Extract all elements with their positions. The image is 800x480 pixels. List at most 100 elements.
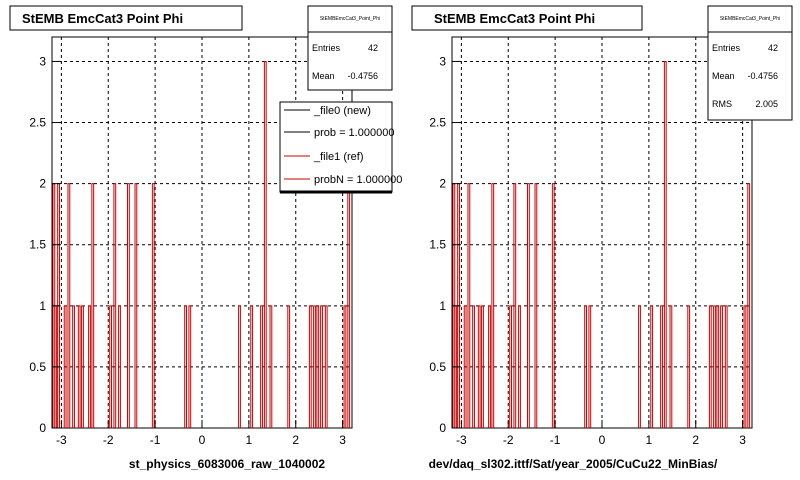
left-bin-24	[308, 305, 312, 428]
right-bin-8	[488, 305, 491, 428]
right-bin-21	[663, 60, 667, 428]
left-bin-4	[67, 183, 71, 428]
right-ytick-label-4: 2	[439, 177, 446, 191]
right-stats-name: StEMBEmcCat3_Point_Phi	[720, 16, 780, 22]
right-ytick-label-1: 0.5	[429, 360, 446, 374]
left-x-axis-label: st_physics_6083006_raw_1040002	[129, 457, 325, 471]
left-stats-box: StEMBEmcCat3_Point_Phi Entries 42 Mean -…	[307, 5, 393, 91]
left-bin-29	[343, 305, 347, 428]
left-bin-23	[287, 305, 291, 428]
right-bin-23	[687, 305, 691, 428]
left-title: StEMB EmcCat3 Point Phi	[22, 11, 183, 26]
right-bin-18	[638, 305, 641, 428]
left-grid	[52, 37, 352, 429]
right-stats-rms-label: RMS	[712, 99, 732, 109]
legend-prob: prob = 1.000000	[314, 127, 394, 139]
left-stats-entries: 42	[368, 43, 378, 53]
right-bin-17	[588, 305, 592, 428]
left-xtick-label-6: 3	[339, 433, 346, 447]
right-bin-3	[463, 305, 467, 428]
right-ytick-label-3: 1.5	[429, 238, 446, 252]
left-bin-5	[72, 305, 75, 428]
right-bin-25	[713, 305, 716, 428]
left-xtick-label-1: -2	[103, 433, 114, 447]
left-ytick-label-3: 1.5	[29, 238, 46, 252]
right-bin-7	[481, 305, 484, 428]
right-stats-box: StEMBEmcCat3_Point_Phi Entries 42 Mean -…	[707, 5, 793, 121]
right-bin-10	[509, 305, 512, 428]
right-bin-24	[708, 305, 712, 428]
left-stats-entries-label: Entries	[312, 43, 341, 53]
right-bin-9	[491, 183, 495, 428]
right-ytick-label-6: 3	[439, 54, 446, 68]
right-bin-29	[743, 305, 747, 428]
left-xtick-label-4: 1	[246, 433, 253, 447]
right-bin-19	[650, 305, 654, 428]
left-panel: StEMB EmcCat3 Point Phi -3 -2 -1 0 1 2 3 0 0.5 1 1…	[9, 5, 402, 471]
right-ytick-label-0: 0	[439, 421, 446, 435]
left-legend: _file0 (new) prob = 1.000000 _file1 (ref…	[279, 101, 402, 194]
right-bin-5	[472, 305, 475, 428]
left-stats-name: StEMBEmcCat3_Point_Phi	[320, 16, 380, 22]
left-ytick-label-5: 2.5	[29, 116, 46, 130]
right-bin-14	[534, 183, 538, 428]
right-ytick-label-5: 2.5	[429, 116, 446, 130]
left-xtick-label-2: -1	[150, 433, 161, 447]
right-xtick-label-4: 1	[646, 433, 653, 447]
left-ytick-label-2: 1	[39, 299, 46, 313]
right-bin-16	[584, 305, 587, 428]
right-bin-30	[747, 183, 751, 428]
legend-probn: probN = 1.000000	[314, 174, 402, 186]
left-bin-22	[269, 305, 273, 428]
right-stats-mean: -0.4756	[747, 71, 778, 81]
left-bin-19	[250, 305, 254, 428]
left-bin-6	[77, 305, 81, 428]
left-bin-14	[134, 183, 138, 428]
right-axes: -3 -2 -1 0 1 2 3 0 0.5 1 1.5 2 2.5 3	[429, 54, 746, 447]
right-bin-22	[669, 305, 673, 428]
left-bin-28	[324, 305, 328, 428]
left-bin-11	[113, 183, 117, 428]
right-bin-12	[518, 305, 521, 428]
right-bin-20	[660, 305, 663, 428]
right-bin-15	[551, 183, 555, 428]
left-bin-15	[151, 183, 155, 428]
left-bin-27	[320, 305, 323, 428]
right-xtick-label-0: -3	[456, 433, 467, 447]
right-bin-27	[720, 305, 723, 428]
right-panel: StEMB EmcCat3 Point Phi -3 -2 -1 0 1 2 3 0 0.5 1 1…	[411, 5, 793, 471]
right-title: StEMB EmcCat3 Point Phi	[434, 11, 595, 26]
right-bin-13	[527, 183, 530, 428]
left-bin-17	[188, 305, 192, 428]
left-ytick-label-6: 3	[39, 54, 46, 68]
right-bin-26	[716, 305, 720, 428]
right-stats-mean-label: Mean	[712, 71, 735, 81]
right-ytick-label-2: 1	[439, 299, 446, 313]
left-stats-mean-label: Mean	[312, 71, 335, 81]
left-xtick-label-0: -3	[56, 433, 67, 447]
left-xtick-label-3: 0	[199, 433, 206, 447]
left-bin-21	[263, 60, 267, 428]
right-xtick-label-3: 0	[599, 433, 606, 447]
left-bin-18	[238, 305, 241, 428]
left-title-box	[9, 5, 243, 31]
left-bin-12	[118, 305, 121, 428]
right-stats-rms: 2.005	[755, 99, 778, 109]
left-bin-16	[184, 305, 187, 428]
right-xtick-label-2: -1	[550, 433, 561, 447]
right-xtick-label-6: 3	[739, 433, 746, 447]
right-bin-11	[513, 183, 517, 428]
right-x-axis-label: dev/daq_sl302.ittf/Sat/year_2005/CuCu22_…	[429, 457, 718, 471]
left-bin-26	[316, 305, 320, 428]
left-stats-mean: -0.4756	[347, 71, 378, 81]
left-ytick-label-0: 0	[39, 421, 46, 435]
left-ytick-label-4: 2	[39, 177, 46, 191]
left-bin-20	[260, 305, 263, 428]
right-title-box	[411, 5, 643, 31]
left-bin-25	[313, 305, 316, 428]
left-xtick-label-5: 2	[292, 433, 299, 447]
legend-file0: _file0 (new)	[313, 105, 371, 117]
left-bin-9	[91, 183, 95, 428]
right-bin-28	[724, 305, 728, 428]
right-stats-entries: 42	[768, 43, 778, 53]
